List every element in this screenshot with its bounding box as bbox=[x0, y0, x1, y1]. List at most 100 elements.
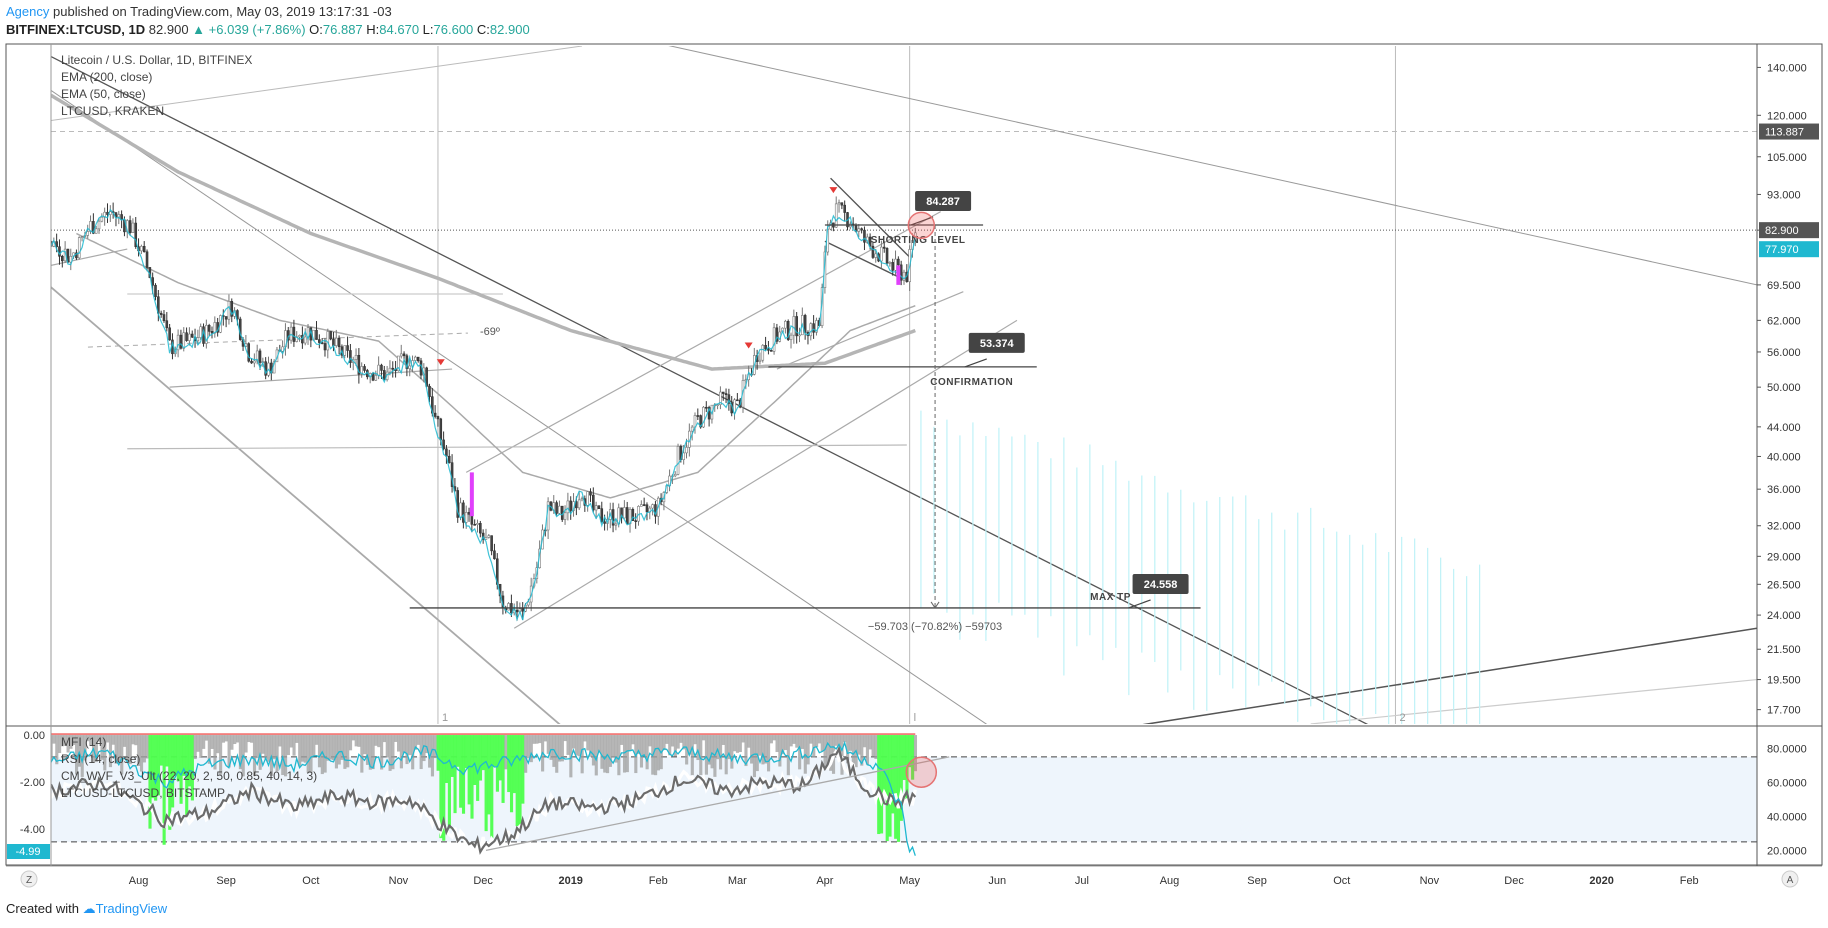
wvf-histogram-bar bbox=[363, 735, 367, 755]
wvf-histogram-bar bbox=[597, 735, 601, 752]
candle-body bbox=[196, 337, 200, 342]
session-label: l bbox=[914, 712, 916, 724]
wvf-histogram-bar bbox=[557, 735, 562, 762]
wvf-histogram-bar bbox=[281, 735, 285, 776]
candle-body bbox=[857, 228, 861, 232]
tradingview-brand[interactable]: TradingView bbox=[95, 901, 168, 916]
wvf-histogram-bar bbox=[433, 735, 437, 759]
wvf-histogram-bar bbox=[425, 735, 429, 754]
price-tick-label: 50.000 bbox=[1767, 382, 1801, 394]
level-label: CONFIRMATION bbox=[930, 377, 1013, 388]
wvf-histogram-bar bbox=[521, 735, 525, 804]
sell-marker-icon bbox=[829, 187, 838, 194]
wvf-histogram-bar bbox=[476, 735, 480, 801]
wvf-histogram-bar bbox=[111, 735, 115, 745]
wvf-histogram-bar bbox=[583, 735, 587, 742]
callout-bubble bbox=[968, 332, 1025, 353]
price-tick-label: 62.000 bbox=[1767, 315, 1801, 327]
wvf-histogram-bar bbox=[481, 735, 485, 771]
wvf-histogram-bar bbox=[83, 735, 87, 761]
rsi-line bbox=[51, 745, 917, 855]
candle-body bbox=[594, 505, 598, 511]
candle-body bbox=[128, 220, 132, 233]
wvf-histogram-bar bbox=[357, 735, 361, 747]
author-link[interactable]: Agency bbox=[6, 4, 50, 19]
candle-body bbox=[334, 337, 338, 346]
wvf-histogram-bar bbox=[673, 735, 677, 757]
wvf-histogram-bar bbox=[894, 735, 898, 839]
candle-body bbox=[326, 331, 330, 351]
wvf-histogram-bar bbox=[298, 735, 302, 767]
published-text: published on TradingView.com, May 03, 20… bbox=[53, 4, 392, 19]
candle-body bbox=[86, 231, 90, 236]
candle-body bbox=[188, 333, 191, 341]
wvf-histogram-bar bbox=[391, 735, 395, 770]
wvf-histogram-bar bbox=[902, 735, 906, 781]
wvf-histogram-bar bbox=[727, 735, 731, 760]
time-tick-label: Dec bbox=[473, 875, 493, 887]
wvf-histogram-bar bbox=[600, 735, 604, 769]
candle-body bbox=[614, 523, 618, 526]
candle-body bbox=[399, 353, 403, 357]
wvf-histogram-bar bbox=[348, 735, 353, 751]
time-tick-label: Aug bbox=[129, 875, 149, 887]
candle-body bbox=[92, 221, 95, 234]
wvf-histogram-bar bbox=[51, 735, 53, 761]
candle-body bbox=[484, 537, 488, 540]
wvf-histogram-bar bbox=[207, 735, 211, 764]
candle-body bbox=[337, 337, 341, 348]
candle-body bbox=[281, 346, 284, 352]
wvf-histogram-bar bbox=[566, 735, 570, 755]
candle-body bbox=[676, 446, 680, 475]
wvf-histogram-bar bbox=[329, 735, 333, 760]
candle-body bbox=[165, 320, 169, 329]
wvf-histogram-bar bbox=[750, 735, 754, 764]
mfi-line bbox=[51, 740, 916, 856]
wvf-histogram-bar bbox=[642, 735, 646, 757]
wvf-histogram-bar bbox=[326, 735, 330, 761]
session-label: 1 bbox=[442, 712, 448, 724]
wvf-histogram-bar bbox=[374, 735, 378, 746]
wvf-histogram-bar bbox=[416, 735, 420, 745]
candle-body bbox=[360, 366, 363, 375]
candle-body bbox=[837, 202, 841, 205]
candle-body bbox=[885, 248, 889, 264]
up-arrow-icon: ▲ bbox=[192, 22, 206, 37]
close-label: C: bbox=[476, 22, 490, 37]
candle-body bbox=[236, 310, 239, 320]
wvf-histogram-bar bbox=[682, 735, 686, 750]
candle-body bbox=[789, 334, 793, 340]
wvf-histogram-bar bbox=[840, 735, 844, 775]
candle-body bbox=[724, 393, 728, 395]
wvf-histogram-bar bbox=[411, 735, 415, 770]
wvf-histogram-bar bbox=[309, 735, 313, 773]
wvf-histogram-bar bbox=[202, 735, 206, 749]
candle-body bbox=[558, 505, 561, 514]
indicator-circle-icon bbox=[905, 756, 938, 788]
wvf-histogram-bar bbox=[430, 735, 435, 777]
time-tick-label: Mar bbox=[728, 875, 747, 887]
candle-body bbox=[428, 386, 431, 397]
price-tag-label: 82.900 bbox=[1765, 225, 1799, 237]
candle-body bbox=[769, 350, 773, 352]
candle-body bbox=[298, 335, 301, 338]
wvf-histogram-bar bbox=[670, 735, 675, 747]
wvf-histogram-bar bbox=[625, 735, 629, 773]
high-label: H: bbox=[366, 22, 380, 37]
candle-body bbox=[812, 323, 815, 333]
wvf-histogram-bar bbox=[303, 735, 307, 763]
zoom-button[interactable] bbox=[20, 870, 38, 888]
wvf-histogram-bar bbox=[52, 735, 56, 744]
auto-scale-button[interactable] bbox=[1781, 870, 1799, 888]
wvf-histogram-bar bbox=[549, 735, 553, 760]
candle-body bbox=[159, 312, 163, 315]
wvf-histogram-bar bbox=[306, 735, 310, 773]
session-label: 2 bbox=[1399, 712, 1405, 724]
wvf-histogram-bar bbox=[77, 735, 81, 767]
price-tick-label: 17.700 bbox=[1767, 705, 1801, 717]
wvf-histogram-bar bbox=[622, 735, 627, 773]
candle-body bbox=[894, 258, 897, 271]
candle-body bbox=[332, 338, 335, 346]
wvf-histogram-bar bbox=[204, 735, 209, 741]
